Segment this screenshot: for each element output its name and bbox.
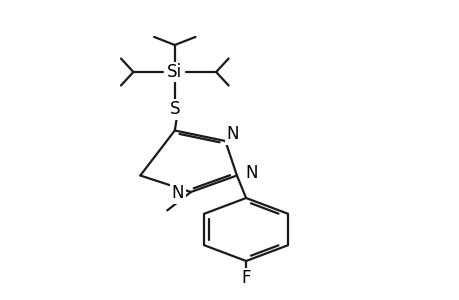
Text: N: N: [171, 184, 184, 202]
Text: N: N: [245, 164, 257, 182]
Text: Si: Si: [167, 63, 182, 81]
Text: S: S: [169, 100, 179, 118]
Text: N: N: [225, 125, 238, 143]
Text: F: F: [241, 269, 250, 287]
